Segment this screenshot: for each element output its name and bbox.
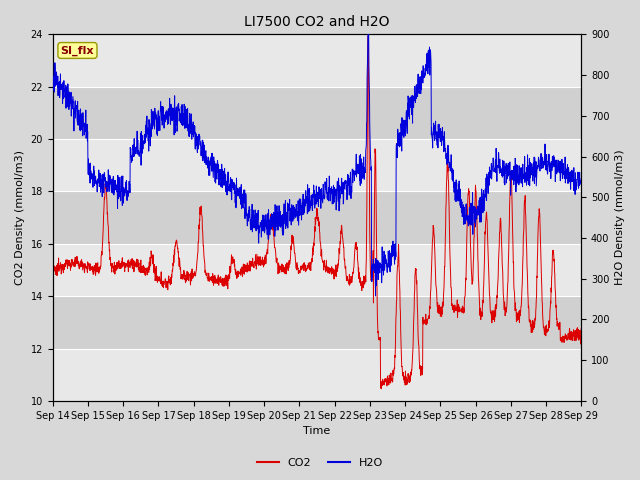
H2O <box>364 32 372 37</box>
Text: SI_flx: SI_flx <box>61 45 94 56</box>
H2O <box>563 176 570 181</box>
X-axis label: Time: Time <box>303 426 331 436</box>
CO2 <box>49 270 56 276</box>
Y-axis label: H2O Density (mmol/m3): H2O Density (mmol/m3) <box>615 150 625 286</box>
CO2 <box>364 33 372 39</box>
CO2 <box>76 261 84 267</box>
H2O <box>577 175 585 181</box>
H2O <box>306 207 314 213</box>
H2O <box>563 176 570 182</box>
CO2 <box>577 326 585 332</box>
CO2 <box>306 263 314 269</box>
Y-axis label: CO2 Density (mmol/m3): CO2 Density (mmol/m3) <box>15 150 25 285</box>
H2O <box>292 215 300 220</box>
Line: CO2: CO2 <box>52 36 581 389</box>
Bar <box>52 296 581 348</box>
H2O <box>372 293 380 299</box>
Line: H2O: H2O <box>52 35 581 296</box>
CO2 <box>292 263 300 268</box>
H2O <box>465 204 473 210</box>
Legend: CO2, H2O: CO2, H2O <box>252 453 388 472</box>
CO2 <box>465 195 473 201</box>
H2O <box>49 60 56 66</box>
Bar <box>52 87 581 139</box>
CO2 <box>563 333 570 338</box>
CO2 <box>378 386 385 392</box>
Bar <box>52 192 581 244</box>
H2O <box>76 126 84 132</box>
Title: LI7500 CO2 and H2O: LI7500 CO2 and H2O <box>244 15 390 29</box>
CO2 <box>563 335 570 341</box>
